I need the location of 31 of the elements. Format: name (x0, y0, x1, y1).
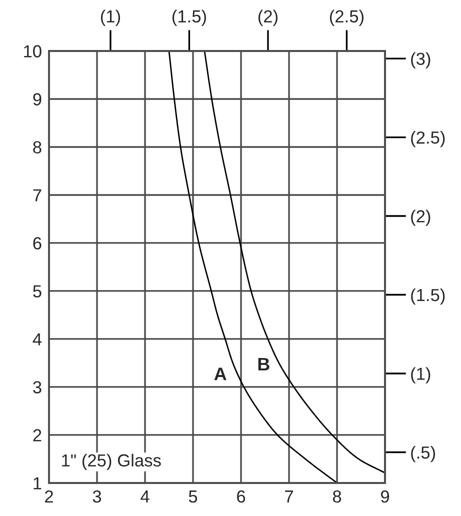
y-tick-label: 4 (32, 333, 42, 346)
series-label: B (258, 358, 270, 370)
y-tick-label: 2 (33, 429, 42, 442)
x-tick-label: 7 (285, 490, 293, 502)
y-tick-label: 7 (33, 189, 42, 202)
x2-tick-label: (1) (100, 10, 120, 26)
y-tick-label: 5 (33, 285, 42, 298)
x-tick-label: 2 (45, 490, 53, 502)
y2-tick-label: (3) (411, 52, 430, 68)
x-tick-label: 9 (381, 490, 390, 503)
x-tick-label: 5 (188, 490, 198, 503)
y2-tick-label: (2.5) (411, 130, 445, 148)
x-tick-label: 8 (332, 490, 342, 503)
series-label: A (214, 368, 226, 380)
x-tick-label: 6 (237, 490, 246, 503)
y-tick-label: 3 (33, 381, 42, 394)
y-tick-label: 1 (34, 477, 42, 490)
y2-tick-label: (1.5) (411, 288, 445, 305)
y2-tick-label: (2) (411, 210, 430, 226)
y-tick-label: 6 (33, 237, 42, 250)
y-tick-label: 10 (24, 45, 42, 58)
y-tick-label: 8 (33, 141, 42, 154)
annotation: 1" (25) Glass (62, 454, 161, 470)
y2-tick-label: (.5) (411, 446, 435, 462)
y-tick-label: 9 (33, 93, 42, 106)
x-tick-label: 3 (92, 490, 102, 503)
y2-tick-label: (1) (411, 367, 430, 384)
x-tick-label: 4 (140, 490, 150, 502)
x2-tick-label: (2) (258, 10, 278, 26)
x2-tick-label: (1.5) (172, 10, 206, 26)
x2-tick-label: (2.5) (330, 10, 364, 26)
